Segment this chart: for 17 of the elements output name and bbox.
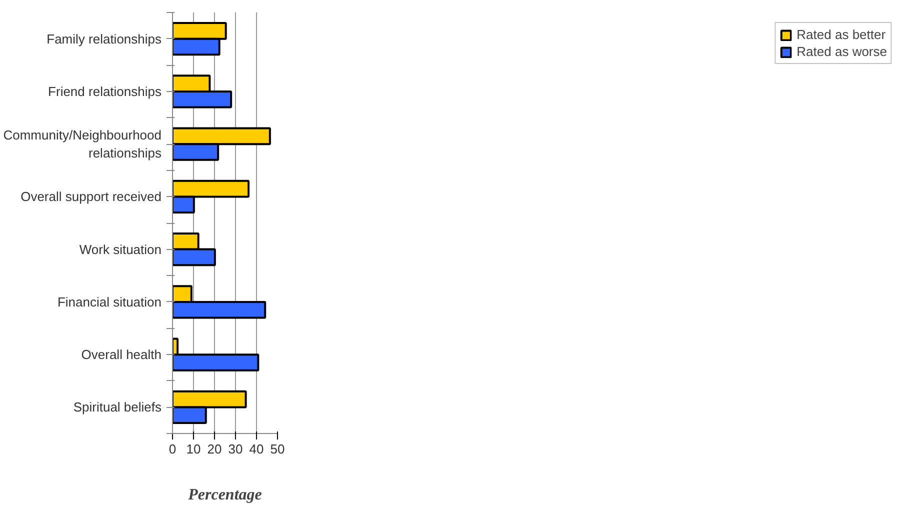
legend-label: Rated as worse bbox=[796, 44, 887, 59]
x-tick-label: 10 bbox=[186, 442, 201, 456]
y-tick-label: Work situation bbox=[79, 242, 162, 257]
x-tick-label: 0 bbox=[168, 442, 176, 456]
y-tick-label: Community/Neighbourhood relationships bbox=[3, 128, 162, 161]
y-tick-label: Spiritual beliefs bbox=[73, 400, 162, 415]
x-tick-label: 40 bbox=[249, 442, 264, 456]
y-tick-label: Friend relationships bbox=[48, 84, 162, 99]
y-tick-label: Overall support received bbox=[20, 189, 162, 204]
x-axis-title: Percentage bbox=[187, 486, 262, 504]
x-tick-label: 20 bbox=[207, 442, 222, 456]
y-tick-label: Family relationships bbox=[46, 31, 162, 46]
y-tick-label: Overall health bbox=[81, 347, 162, 362]
x-tick-label: 30 bbox=[228, 442, 243, 456]
legend-label: Rated as better bbox=[796, 27, 886, 42]
y-tick-label: Financial situation bbox=[57, 294, 162, 310]
x-tick-label: 50 bbox=[270, 442, 285, 456]
